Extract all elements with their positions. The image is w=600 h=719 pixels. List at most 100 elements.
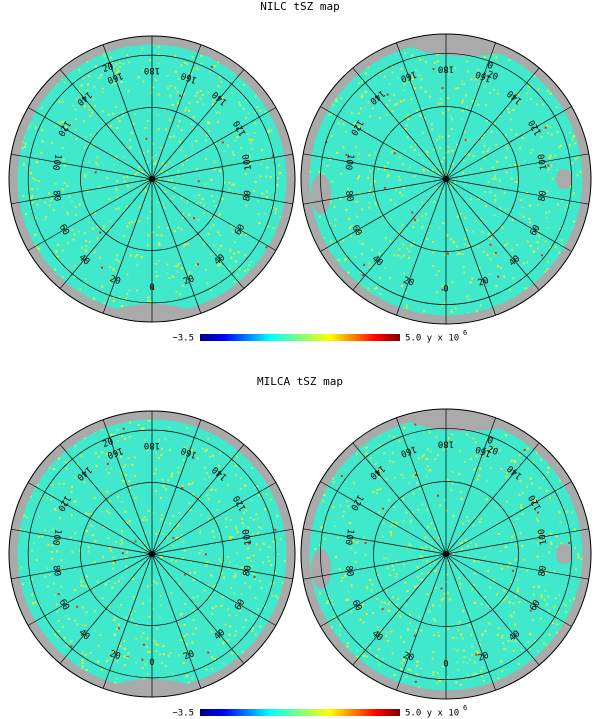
noise — [405, 124, 408, 127]
noise — [369, 265, 372, 268]
meridian-label: 80 — [242, 190, 254, 202]
noise — [390, 218, 393, 221]
meridian — [11, 178, 153, 205]
noise — [167, 179, 170, 182]
meridian-label: 100 — [242, 528, 255, 546]
noise — [426, 448, 429, 451]
noise — [368, 201, 371, 204]
noise — [395, 103, 398, 106]
noise — [469, 457, 472, 460]
noise — [190, 72, 193, 75]
noise — [438, 634, 441, 637]
noise — [526, 92, 529, 95]
noise — [207, 498, 210, 501]
noise — [191, 279, 194, 282]
noise — [99, 231, 102, 234]
noise — [510, 128, 513, 131]
noise — [340, 97, 343, 100]
noise — [238, 609, 241, 612]
noise — [509, 289, 512, 292]
noise — [252, 533, 255, 536]
noise — [160, 518, 163, 521]
noise — [160, 234, 163, 237]
noise — [383, 601, 386, 604]
noise — [405, 116, 408, 119]
noise — [386, 566, 389, 569]
noise — [424, 213, 427, 216]
meridian — [352, 442, 447, 555]
noise — [40, 151, 43, 154]
noise — [152, 288, 155, 291]
noise — [108, 500, 111, 503]
noise — [488, 622, 491, 625]
noise — [379, 605, 382, 608]
noise — [529, 244, 532, 247]
noise — [122, 647, 125, 650]
noise — [503, 191, 506, 194]
noise — [495, 285, 498, 288]
noise — [400, 662, 403, 665]
noise — [375, 492, 378, 495]
meridian-label: 100 — [50, 528, 63, 546]
noise — [432, 264, 435, 267]
noise — [400, 668, 403, 671]
noise — [183, 573, 186, 576]
noise — [118, 120, 121, 123]
noise — [94, 629, 97, 632]
noise — [188, 271, 191, 274]
noise — [220, 560, 223, 563]
noise — [398, 191, 401, 194]
noise — [382, 452, 385, 455]
noise — [472, 674, 475, 677]
noise — [87, 550, 90, 553]
noise — [242, 512, 245, 515]
noise — [348, 217, 351, 220]
noise — [463, 655, 466, 658]
noise — [228, 181, 231, 184]
noise — [330, 626, 333, 629]
noise — [397, 175, 400, 178]
noise — [181, 484, 184, 487]
noise — [477, 82, 480, 85]
noise — [233, 252, 236, 255]
noise — [545, 603, 548, 606]
noise — [485, 498, 488, 501]
noise — [358, 240, 361, 243]
noise — [414, 472, 417, 475]
noise — [37, 535, 40, 538]
noise — [126, 293, 129, 296]
noise — [166, 226, 169, 229]
noise — [574, 142, 577, 145]
noise — [373, 193, 376, 196]
noise — [355, 145, 358, 148]
noise — [491, 177, 494, 180]
noise — [213, 168, 216, 171]
noise — [386, 639, 389, 642]
noise — [314, 548, 317, 551]
noise — [254, 95, 257, 98]
noise — [203, 204, 206, 207]
noise — [140, 635, 143, 638]
noise — [394, 476, 397, 479]
noise — [132, 122, 135, 125]
noise — [244, 484, 247, 487]
noise — [462, 82, 465, 85]
noise — [150, 432, 153, 435]
noise — [258, 494, 261, 497]
noise — [75, 137, 78, 140]
noise — [206, 122, 209, 125]
noise — [378, 511, 381, 514]
noise — [525, 191, 528, 194]
noise — [229, 248, 232, 251]
noise — [342, 239, 345, 242]
noise — [403, 150, 406, 153]
noise — [400, 473, 403, 476]
noise — [63, 164, 66, 167]
noise — [121, 114, 124, 117]
noise — [482, 666, 485, 669]
noise — [41, 535, 44, 538]
noise — [62, 482, 65, 485]
noise — [495, 562, 498, 565]
noise — [395, 576, 398, 579]
meridian-label: 20 — [402, 276, 416, 289]
